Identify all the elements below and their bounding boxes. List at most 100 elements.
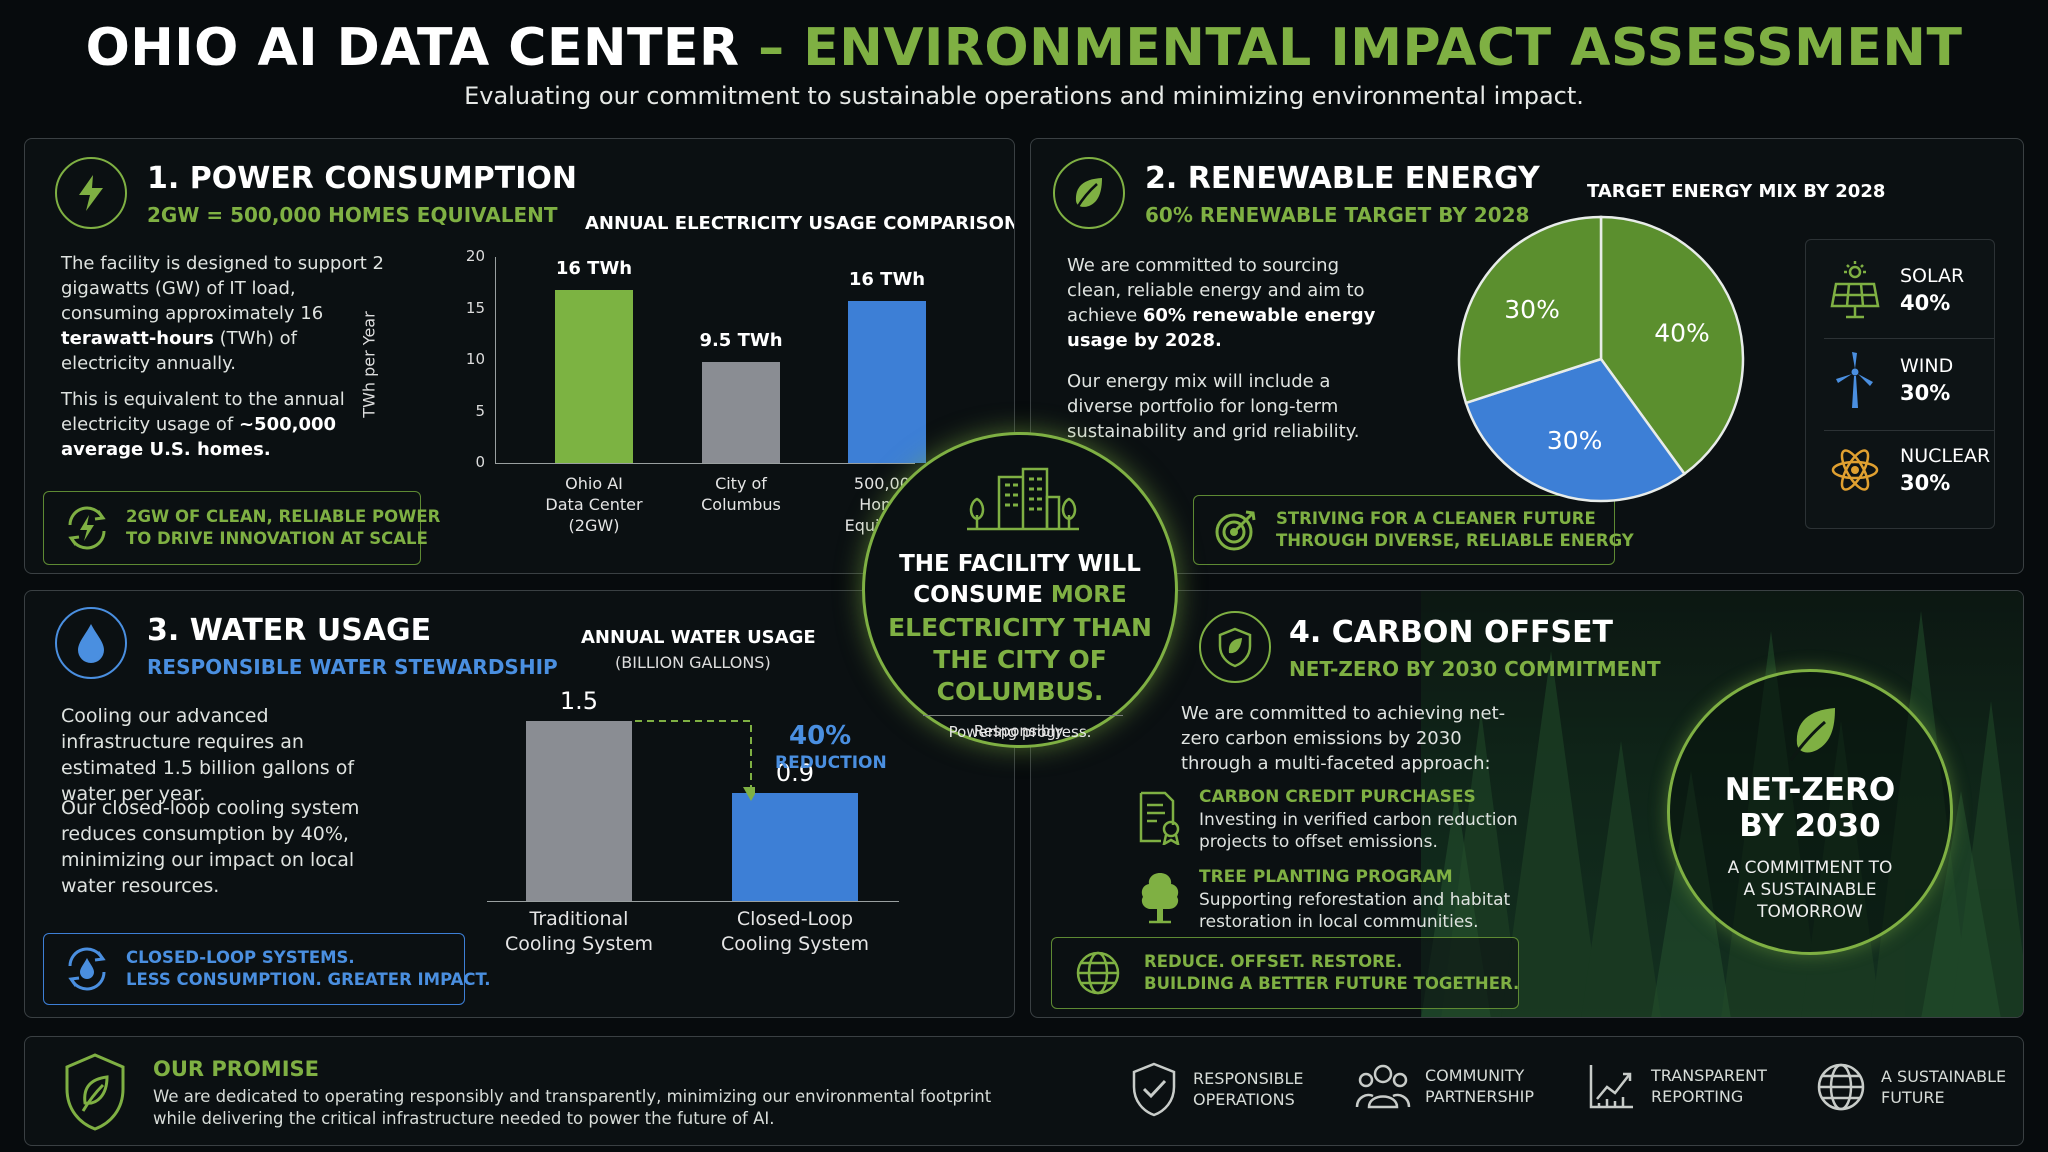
pillar-1-line1: RESPONSIBLE [1193, 1069, 1304, 1088]
center-foot-2: Responsibly. [973, 722, 1067, 740]
water-cycle-icon [62, 944, 112, 994]
promise-text-2: while delivering the critical infrastruc… [153, 1109, 775, 1128]
leaf-icon [1789, 708, 1835, 761]
power-subtitle: 2GW = 500,000 HOMES EQUIVALENT [147, 203, 558, 227]
power-x-label-line: Columbus [701, 495, 781, 514]
water-x-label-line: Cooling System [504, 933, 654, 955]
power-bar-label: 16 TWh [555, 257, 633, 279]
reduction-value: 40% [789, 721, 852, 751]
renewable-subtitle: 60% RENEWABLE TARGET BY 2028 [1145, 203, 1530, 227]
mix-solar-name: SOLAR [1900, 265, 1965, 287]
page-title: OHIO AI DATA CENTER – ENVIRONMENTAL IMPA… [0, 18, 2048, 78]
center-line-2b: MORE [1050, 582, 1127, 608]
pillar-sustainable: A SUSTAINABLE FUTURE [1815, 1061, 2006, 1113]
power-chart-ytick: 0 [475, 453, 485, 471]
pillar-transparent: TRANSPARENT REPORTING [1587, 1061, 1767, 1111]
power-chart: 0 5 10 15 20 16 TWh Ohio AI Data Center (2GW) 9.5… [25, 139, 1014, 573]
water-bar [732, 793, 858, 901]
power-bar [702, 362, 780, 463]
water-callout-text: CLOSED-LOOP SYSTEMS. LESS CONSUMPTION. GR… [126, 947, 491, 991]
globe-icon [1817, 1063, 1865, 1111]
power-text-2a: This is equivalent to the annual electri… [61, 389, 345, 435]
badge-title-2: BY 2030 [1739, 808, 1881, 844]
power-bar-label: 16 TWh [848, 269, 926, 291]
power-chart-ytick: 5 [475, 401, 485, 420]
power-x-label-line: City of [715, 474, 767, 493]
center-line-1: THE FACILITY WILL [899, 551, 1141, 577]
center-line-5: COLUMBUS. [936, 677, 1104, 706]
target-icon [1212, 506, 1260, 554]
mix-nuclear-value: 30% [1900, 471, 1951, 495]
center-callout: THE FACILITY WILL CONSUME MORE ELECTRICI… [862, 432, 1178, 748]
power-x-label: Ohio AI Data Center (2GW) [524, 473, 664, 536]
pillar-2-line2: PARTNERSHIP [1425, 1087, 1535, 1106]
water-x-label: Closed-Loop Cooling System [705, 907, 885, 957]
mix-divider [1824, 338, 1994, 339]
power-chart-ytick: 15 [465, 298, 485, 317]
promise-bar: OUR PROMISE We are dedicated to operatin… [24, 1036, 2024, 1146]
pillar-2-line1: COMMUNITY [1425, 1066, 1525, 1085]
wind-turbine-icon [1836, 352, 1873, 408]
lightning-icon [55, 157, 127, 229]
building-icon [967, 467, 1079, 531]
power-panel: 1. POWER CONSUMPTION 2GW = 500,000 HOMES… [24, 138, 1015, 574]
water-chart-title: ANNUAL WATER USAGE [581, 627, 816, 648]
power-chart-axis [495, 463, 915, 464]
water-x-label-line: Closed-Loop [736, 908, 854, 930]
netzero-badge: NET-ZERO BY 2030 A COMMITMENT TO A SUSTA… [1667, 669, 1953, 955]
pie-label: 40% [1654, 319, 1710, 348]
globe-callout-icon [1074, 949, 1122, 997]
carbon-callout-text: REDUCE. OFFSET. RESTORE. BUILDING A BETTE… [1144, 951, 1519, 995]
center-divider [923, 715, 1123, 716]
center-line-2a: CONSUME [913, 582, 1043, 608]
leaf-shield-icon [1199, 611, 1271, 683]
trees-title: TREE PLANTING PROGRAM [1199, 867, 1453, 887]
pie-slice-nuclear [1464, 357, 1687, 503]
water-callout: CLOSED-LOOP SYSTEMS. LESS CONSUMPTION. GR… [43, 933, 491, 1005]
credits-text: Investing in verified carbon reduction p… [1199, 810, 1518, 852]
center-line-4: THE CITY OF [933, 645, 1107, 674]
power-bar-label: 9.5 TWh [699, 330, 783, 352]
badge-title-1: NET-ZERO [1724, 772, 1896, 808]
power-chart-title: ANNUAL ELECTRICITY USAGE COMPARISON [585, 213, 1015, 234]
power-callout-line1: 2GW OF CLEAN, RELIABLE POWER [126, 507, 441, 526]
carbon-callout-line1: REDUCE. OFFSET. RESTORE. [1144, 952, 1403, 971]
power-text-2: This is equivalent to the annual electri… [61, 387, 361, 462]
power-bar [848, 301, 926, 463]
atom-icon [1831, 449, 1879, 491]
renewable-text-1a: We are committed to sourcing clean, reli… [1067, 255, 1365, 326]
people-icon [1355, 1064, 1411, 1109]
power-text-1b: terawatt-hours [61, 328, 214, 349]
carbon-intro: We are committed to achieving net-zero c… [1181, 703, 1506, 774]
renewable-text-2: Our energy mix will include a diverse po… [1067, 371, 1360, 442]
promise-title: OUR PROMISE [153, 1057, 319, 1081]
mix-solar-value: 40% [1900, 291, 1951, 315]
power-x-label-line: Data Center [545, 495, 643, 514]
carbon-callout-line2: BUILDING A BETTER FUTURE TOGETHER. [1144, 974, 1520, 993]
shield-check-icon [1132, 1062, 1176, 1117]
power-title: 1. POWER CONSUMPTION [147, 161, 578, 196]
badge-sub-1: A COMMITMENT TO [1727, 858, 1893, 878]
pie-slice-wind [1457, 215, 1603, 405]
center-line-2: CONSUME MORE [865, 582, 1175, 608]
power-callout-text: 2GW OF CLEAN, RELIABLE POWER TO DRIVE INN… [126, 506, 440, 550]
carbon-panel: 4. CARBON OFFSET NET-ZERO BY 2030 COMMIT… [1030, 590, 2024, 1018]
carbon-callout: REDUCE. OFFSET. RESTORE. BUILDING A BETTE… [1051, 937, 1519, 1009]
renewable-callout-line1: STRIVING FOR A CLEANER FUTURE [1276, 509, 1596, 528]
badge-sub-2: A SUSTAINABLE [1743, 880, 1877, 900]
water-x-label-line: Cooling System [720, 933, 870, 955]
renewable-callout: STRIVING FOR A CLEANER FUTURE THROUGH DIV… [1193, 495, 1634, 565]
pillar-3-line2: REPORTING [1651, 1087, 1744, 1106]
renewable-callout-text: STRIVING FOR A CLEANER FUTURE THROUGH DIV… [1276, 508, 1634, 552]
water-chart-axis [487, 901, 899, 902]
water-text-1: Cooling our advanced infrastructure requ… [61, 705, 355, 805]
power-bar [555, 289, 633, 463]
title-accent: – ENVIRONMENTAL IMPACT ASSESSMENT [758, 18, 1963, 78]
water-x-label: Traditional Cooling System [489, 907, 669, 957]
center-line-3: ELECTRICITY THAN [888, 613, 1152, 642]
pillar-1-line2: OPERATIONS [1193, 1090, 1295, 1109]
mix-pie-chart: 40% 30% 30% [1457, 215, 1745, 503]
carbon-item-credits: CARBON CREDIT PURCHASES Investing in ver… [1133, 787, 1573, 857]
mix-wind-value: 30% [1900, 381, 1951, 405]
power-text-2b: ~500,000 average U.S. homes. [61, 414, 337, 460]
